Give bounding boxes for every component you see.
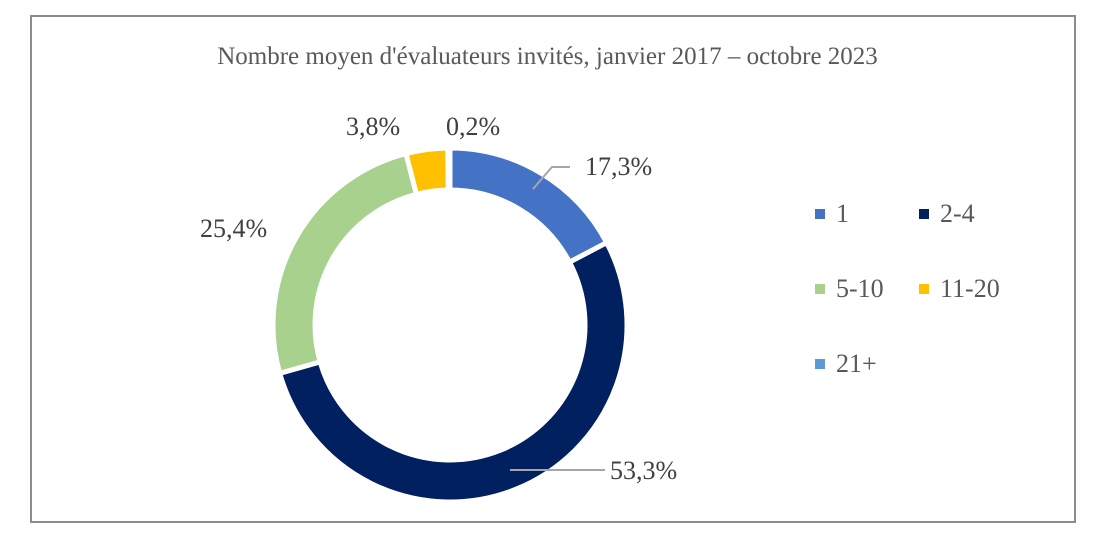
chart-title: Nombre moyen d'évaluateurs invités, janv… (217, 43, 878, 70)
data-label-5-10: 25,4% (200, 214, 268, 243)
data-label-1: 17,3% (585, 152, 653, 181)
legend-item-5-10: 5-10 (815, 274, 884, 304)
legend-item-2-4: 2-4 (919, 199, 975, 229)
donut-slice-21-plus (445, 145, 453, 193)
data-label-2-4: 53,3% (610, 456, 678, 485)
donut-slice-1 (447, 145, 611, 266)
legend-item-11-20: 11-20 (919, 274, 1000, 304)
legend-label: 11-20 (940, 274, 1000, 303)
legend-label: 21+ (836, 349, 877, 378)
legend-swatch (815, 209, 825, 219)
donut-slice-5-10 (270, 150, 420, 377)
donut-slice-2-4 (276, 239, 630, 505)
legend-swatch (815, 284, 825, 294)
data-label-11-20: 3,8% (346, 112, 401, 141)
data-label-21-plus: 0,2% (446, 112, 501, 141)
legend-swatch (815, 359, 825, 369)
leader-line (532, 166, 570, 190)
legend-item-21-plus: 21+ (815, 349, 877, 379)
legend-label: 1 (836, 199, 849, 228)
legend-swatch (919, 284, 929, 294)
legend-item-1: 1 (815, 199, 849, 229)
donut-slice-11-20 (402, 145, 451, 198)
legend-swatch (919, 209, 929, 219)
legend-label: 2-4 (940, 199, 975, 228)
legend-label: 5-10 (836, 274, 884, 303)
chart-frame (30, 15, 1076, 523)
